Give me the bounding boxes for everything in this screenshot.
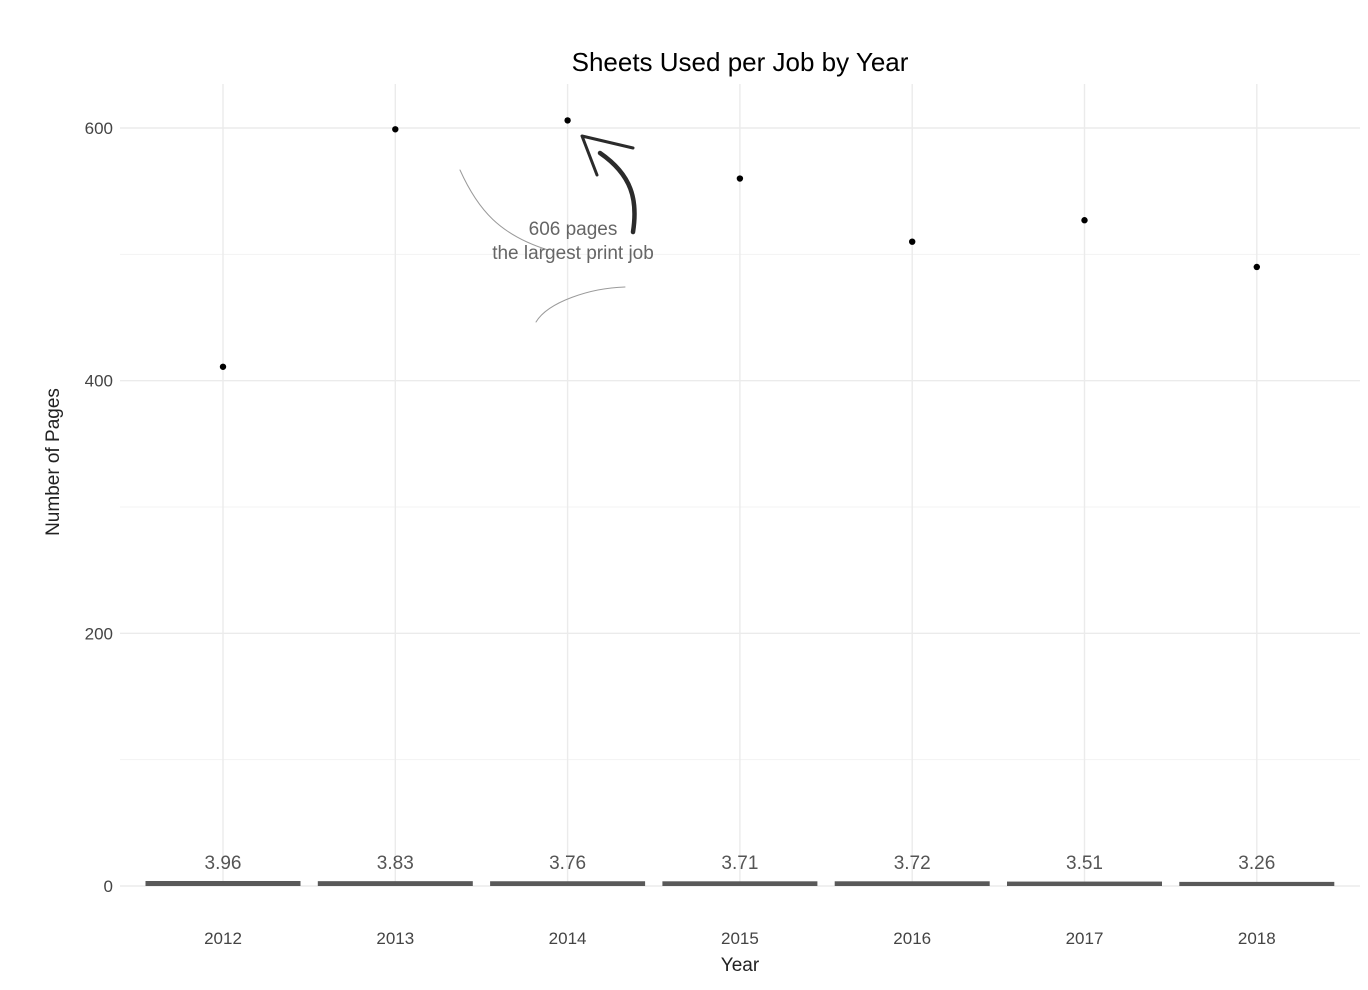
bars [145,880,1335,886]
bar-value-label: 3.51 [1066,853,1103,874]
data-point [1081,217,1088,224]
bar [834,881,990,886]
bar-value-label: 3.72 [894,853,931,874]
points [219,117,1261,370]
annotation-arrow [597,150,637,235]
y-tick-label: 0 [104,877,113,896]
x-tick-label: 2013 [376,929,414,948]
y-tick-label: 600 [85,119,113,138]
bar [662,881,818,886]
bar [1007,881,1162,886]
y-tick-label: 400 [85,372,113,391]
y-tick-label: 200 [85,624,113,643]
annotation-line1: 606 pages [529,219,618,240]
x-tick-labels: 2012 2013 2014 2015 2016 2017 2018 [204,929,1276,948]
bar [145,880,301,886]
annotation-arrow-head [580,134,635,177]
annotation-arrows [459,134,637,323]
bar-value-label: 3.76 [549,853,586,874]
x-tick-label: 2016 [893,929,931,948]
bar-labels: 3.96 3.83 3.76 3.71 3.72 3.51 3.26 [205,853,1276,874]
grid [120,84,1360,887]
bar [317,881,473,886]
data-point [909,238,916,245]
data-point [1253,263,1261,271]
data-point [736,175,744,182]
y-axis-title: Number of Pages [43,388,64,536]
x-tick-label: 2015 [721,929,759,948]
x-tick-label: 2018 [1238,929,1276,948]
bar [1179,881,1335,886]
annotation-line2: the largest print job [492,243,654,264]
bar-value-label: 3.96 [205,853,242,874]
x-tick-label: 2017 [1066,929,1104,948]
data-point [564,117,571,124]
bar [490,881,646,886]
bar-value-label: 3.83 [377,853,414,874]
x-axis-title: Year [721,955,760,976]
bar-value-label: 3.26 [1238,853,1275,874]
chart-title: Sheets Used per Job by Year [572,47,909,77]
data-point [219,363,227,370]
x-tick-label: 2012 [204,929,242,948]
x-tick-label: 2014 [549,929,587,948]
annotation-swirl-bottom [535,286,626,323]
bar-value-label: 3.71 [721,853,758,874]
data-point [392,126,399,133]
annotation-swirl-top [459,169,549,251]
y-tick-labels: 0 200 400 600 [85,119,113,896]
